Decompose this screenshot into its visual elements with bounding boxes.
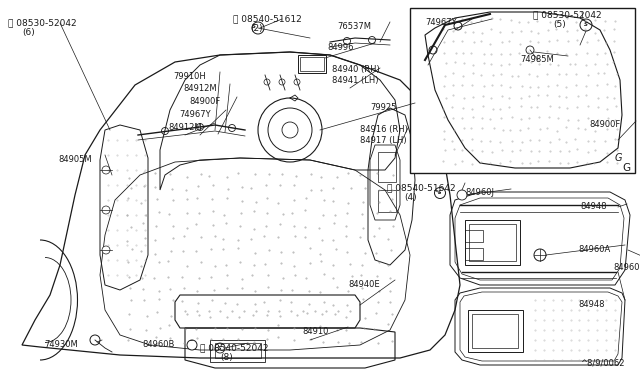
- Text: 76537M: 76537M: [337, 22, 371, 31]
- Text: 84917 (LH): 84917 (LH): [360, 136, 406, 145]
- Text: S: S: [218, 346, 221, 350]
- Circle shape: [228, 125, 236, 131]
- Text: S: S: [252, 25, 256, 29]
- Bar: [469, 224, 516, 261]
- Text: 74985M: 74985M: [520, 55, 554, 64]
- Circle shape: [161, 128, 168, 135]
- Text: 84948: 84948: [580, 202, 607, 211]
- Circle shape: [534, 249, 546, 261]
- Text: S: S: [584, 22, 588, 28]
- Text: (4): (4): [404, 193, 417, 202]
- Text: 79910H: 79910H: [173, 72, 205, 81]
- Bar: [465, 220, 520, 265]
- Circle shape: [429, 46, 437, 54]
- Bar: [465, 230, 483, 242]
- Bar: [215, 343, 261, 358]
- Bar: [468, 310, 523, 352]
- Text: 74967Y: 74967Y: [425, 18, 456, 27]
- Text: 84960A: 84960A: [578, 245, 611, 254]
- Bar: [465, 248, 483, 260]
- Text: 79925: 79925: [370, 103, 396, 112]
- Text: 84940 (RH): 84940 (RH): [332, 65, 380, 74]
- Circle shape: [102, 206, 110, 214]
- Text: 84900F: 84900F: [189, 97, 220, 106]
- Bar: [472, 314, 518, 348]
- Text: 74967Y: 74967Y: [179, 110, 211, 119]
- Bar: [300, 57, 324, 71]
- Bar: [298, 55, 326, 73]
- Bar: [410, 8, 635, 173]
- Circle shape: [457, 190, 467, 200]
- Text: 84910: 84910: [302, 327, 328, 336]
- Text: Ⓢ 08530-52042: Ⓢ 08530-52042: [8, 18, 77, 27]
- Bar: [378, 152, 396, 182]
- Text: (8): (8): [220, 353, 233, 362]
- Circle shape: [454, 22, 462, 30]
- Text: G: G: [614, 153, 622, 163]
- Text: 84960B: 84960B: [142, 340, 174, 349]
- Circle shape: [90, 335, 100, 345]
- Text: ^8/9/0062: ^8/9/0062: [580, 358, 625, 367]
- Text: 84996: 84996: [327, 43, 353, 52]
- Text: 84940E: 84940E: [348, 280, 380, 289]
- Text: 84905M: 84905M: [58, 155, 92, 164]
- Circle shape: [102, 246, 110, 254]
- Text: 84948: 84948: [578, 300, 605, 309]
- Circle shape: [526, 46, 534, 54]
- Circle shape: [196, 124, 204, 131]
- Text: 84916 (RH): 84916 (RH): [360, 125, 408, 134]
- Text: S: S: [438, 190, 442, 196]
- Circle shape: [187, 340, 197, 350]
- Text: 84912M: 84912M: [183, 84, 216, 93]
- Text: 74930M: 74930M: [44, 340, 77, 349]
- Text: Ⓢ 08530-52042: Ⓢ 08530-52042: [533, 10, 602, 19]
- Text: G: G: [622, 163, 630, 173]
- Bar: [210, 340, 265, 362]
- Bar: [378, 190, 396, 212]
- Text: Ⓢ 08540-51642: Ⓢ 08540-51642: [387, 183, 456, 192]
- Text: (2): (2): [250, 24, 262, 33]
- Text: 84960: 84960: [613, 263, 639, 272]
- Circle shape: [102, 166, 110, 174]
- Text: 84900F: 84900F: [589, 120, 620, 129]
- Text: 84941 (LH): 84941 (LH): [332, 76, 378, 85]
- Text: (6): (6): [22, 28, 35, 37]
- Text: 84912M: 84912M: [168, 123, 202, 132]
- Text: 84960J: 84960J: [465, 188, 494, 197]
- Text: (5): (5): [553, 20, 566, 29]
- Text: Ⓢ 08540-52042: Ⓢ 08540-52042: [200, 343, 269, 352]
- Text: Ⓢ 08540-51612: Ⓢ 08540-51612: [233, 14, 301, 23]
